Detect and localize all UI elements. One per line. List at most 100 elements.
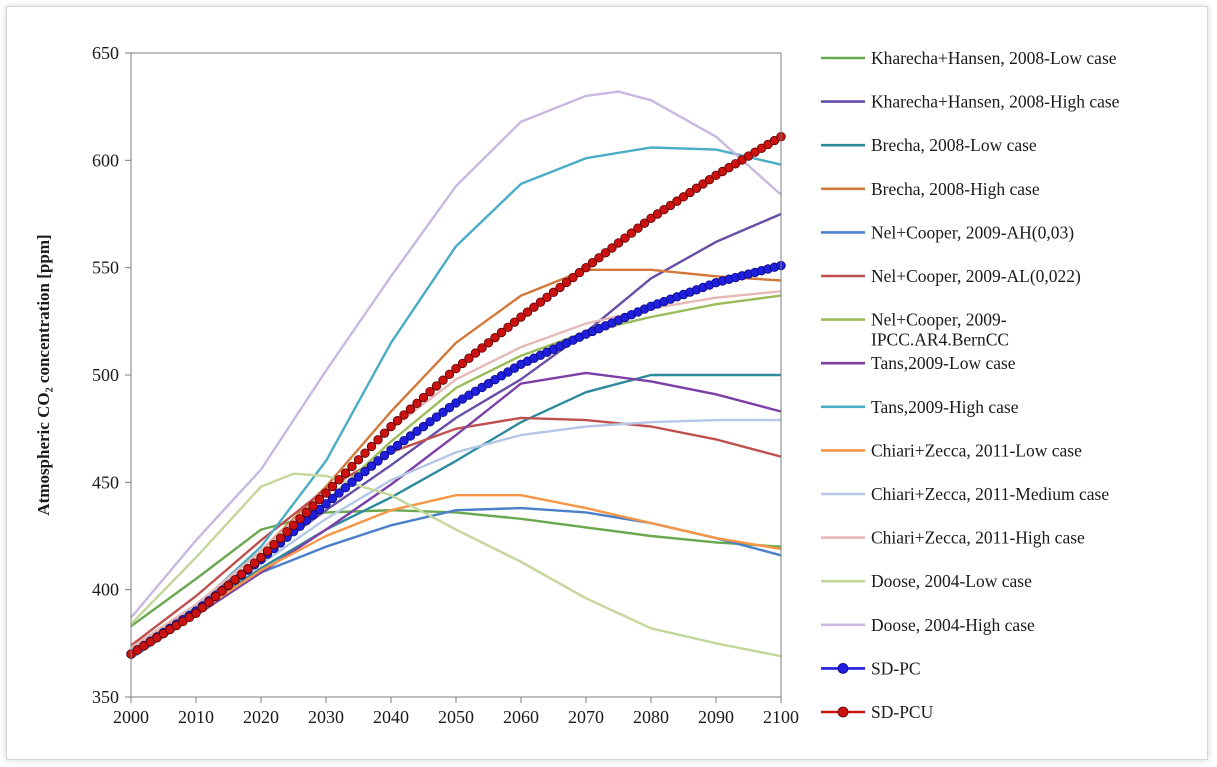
data-point: [327, 481, 338, 492]
x-tick-label: 2090: [698, 707, 734, 727]
legend-entry: SD-PCU: [821, 702, 934, 722]
legend-entry: Doose, 2004-High case: [821, 615, 1035, 635]
legend-label: Chiari+Zecca, 2011-Medium case: [871, 484, 1109, 504]
data-point: [425, 387, 435, 397]
legend-label: Tans,2009-High case: [871, 397, 1019, 417]
legend-entry: Brecha, 2008-High case: [821, 179, 1040, 199]
legend-entry: Nel+Cooper, 2009-AH(0,03): [821, 222, 1074, 242]
series-line: [130, 416, 782, 647]
series-line: [130, 472, 782, 658]
series-12: [130, 472, 782, 658]
data-point: [561, 277, 572, 288]
legend-entry: Kharecha+Hansen, 2008-High case: [821, 92, 1120, 112]
data-point: [392, 416, 403, 426]
data-point: [685, 187, 695, 198]
data-point: [639, 218, 650, 228]
data-point: [431, 381, 442, 391]
data-point: [542, 292, 552, 302]
data-point: [243, 563, 253, 574]
chart-frame: 2000 2010 2020 2030 2040 2050 2060 2070 2080 2090…: [6, 6, 1208, 760]
data-point: [399, 410, 409, 420]
data-point: [321, 499, 331, 509]
legend-label: Tans,2009-Low case: [871, 353, 1016, 373]
series-6: [130, 294, 782, 653]
x-tick-label: 2030: [308, 707, 344, 727]
data-point: [282, 527, 292, 537]
series-line: [130, 290, 782, 649]
y-tick-label: 500: [92, 365, 119, 385]
data-point: [301, 507, 312, 518]
y-tick-label: 650: [92, 43, 119, 63]
data-point: [522, 307, 533, 317]
data-point: [347, 477, 357, 488]
legend-marker: [837, 663, 849, 674]
x-tick-label: 2020: [243, 707, 279, 727]
data-point: [360, 448, 370, 458]
data-point: [379, 450, 390, 461]
data-point: [633, 223, 643, 233]
series-line: [130, 494, 782, 653]
x-tick-label: 2080: [633, 707, 669, 727]
data-point: [373, 435, 383, 445]
data-point: [386, 445, 396, 455]
data-point: [275, 533, 286, 543]
data-point: [607, 243, 617, 253]
legend-label: Chiari+Zecca, 2011-Low case: [871, 440, 1082, 460]
data-point: [399, 435, 409, 446]
data-point: [288, 520, 299, 530]
data-point: [659, 205, 669, 215]
data-point: [594, 253, 604, 263]
data-point: [360, 466, 370, 477]
data-point: [308, 501, 318, 511]
series-line: [130, 146, 782, 658]
legend-entry: Doose, 2004-Low case: [821, 571, 1032, 591]
series-11: [130, 290, 782, 649]
series-line: [130, 294, 782, 653]
co2-line-chart: 2000 2010 2020 2030 2040 2050 2060 2070 2080 2090…: [34, 43, 1120, 727]
data-point: [340, 483, 351, 493]
data-point: [691, 183, 702, 193]
data-point: [451, 363, 461, 374]
legend-label: Kharecha+Hansen, 2008-High case: [871, 92, 1120, 112]
data-point: [516, 312, 526, 322]
series-line: [130, 371, 782, 653]
data-point: [230, 575, 240, 585]
data-point: [535, 297, 546, 307]
data-point: [464, 353, 474, 363]
data-point: [438, 407, 448, 418]
data-point: [477, 343, 487, 353]
legend-entry: Nel+Cooper, 2009-IPCC.AR4.BernCC: [821, 310, 1009, 350]
data-point: [314, 494, 325, 505]
series-15: [126, 132, 786, 659]
data-point: [444, 369, 455, 380]
x-tick-label: 2000: [113, 707, 149, 727]
data-point: [698, 179, 708, 189]
data-point: [483, 338, 494, 348]
data-point: [652, 209, 663, 219]
data-point: [191, 608, 201, 618]
data-point: [529, 302, 539, 312]
legend-entry: Nel+Cooper, 2009-AL(0,022): [821, 266, 1081, 286]
legend-label: Doose, 2004-High case: [871, 615, 1035, 635]
legend-entry: SD-PC: [821, 658, 921, 678]
series-2: [130, 373, 781, 651]
data-point: [503, 322, 513, 333]
data-point: [600, 248, 611, 258]
data-point: [210, 591, 221, 602]
data-point: [548, 287, 559, 298]
series-10: [130, 418, 781, 651]
y-tick-label: 600: [92, 150, 119, 170]
data-point: [236, 569, 247, 579]
x-tick-label: 2060: [503, 707, 539, 727]
legend-entry: Kharecha+Hansen, 2008-Low case: [821, 48, 1117, 68]
data-point: [587, 258, 598, 268]
legend-entry: Chiari+Zecca, 2011-Low case: [821, 440, 1082, 460]
legend-label: Brecha, 2008-High case: [871, 179, 1040, 199]
data-point: [665, 200, 676, 211]
legend-label: Nel+Cooper, 2009-: [871, 310, 1007, 330]
series-line: [130, 509, 782, 628]
data-point: [256, 552, 266, 563]
data-point: [418, 392, 429, 403]
series-line: [130, 373, 781, 651]
data-point: [373, 456, 383, 466]
